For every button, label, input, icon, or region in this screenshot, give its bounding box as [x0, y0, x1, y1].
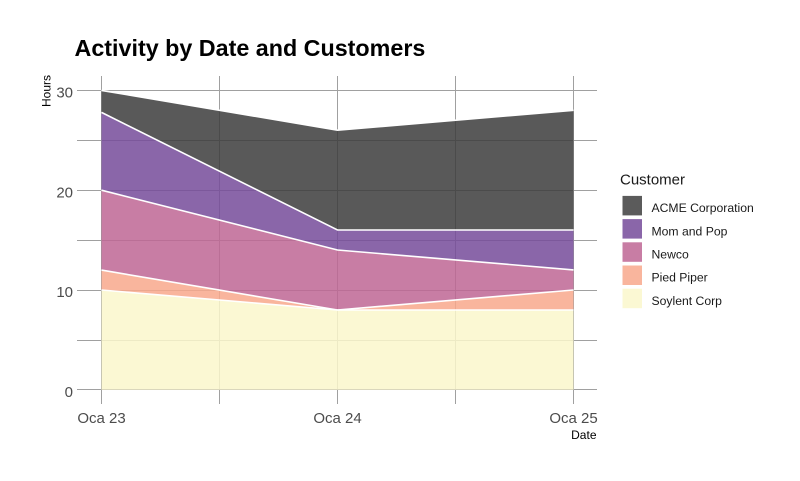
svg-text:Activity by Date and Customers: Activity by Date and Customers	[75, 35, 426, 61]
svg-text:Oca 23: Oca 23	[77, 410, 125, 427]
svg-text:Soylent Corp: Soylent Corp	[652, 294, 723, 308]
svg-text:Oca 24: Oca 24	[313, 410, 361, 427]
svg-text:Date: Date	[571, 428, 597, 442]
svg-text:0: 0	[65, 384, 73, 401]
svg-text:10: 10	[56, 284, 73, 301]
svg-text:Customer: Customer	[620, 171, 685, 188]
svg-text:Pied Piper: Pied Piper	[652, 271, 708, 285]
svg-text:Newco: Newco	[652, 248, 689, 262]
svg-text:20: 20	[56, 184, 73, 201]
svg-text:ACME Corporation: ACME Corporation	[652, 201, 754, 215]
svg-text:Oca 25: Oca 25	[549, 410, 597, 427]
svg-text:Hours: Hours	[40, 75, 54, 107]
svg-text:30: 30	[56, 84, 73, 101]
svg-text:Mom and Pop: Mom and Pop	[652, 224, 728, 238]
